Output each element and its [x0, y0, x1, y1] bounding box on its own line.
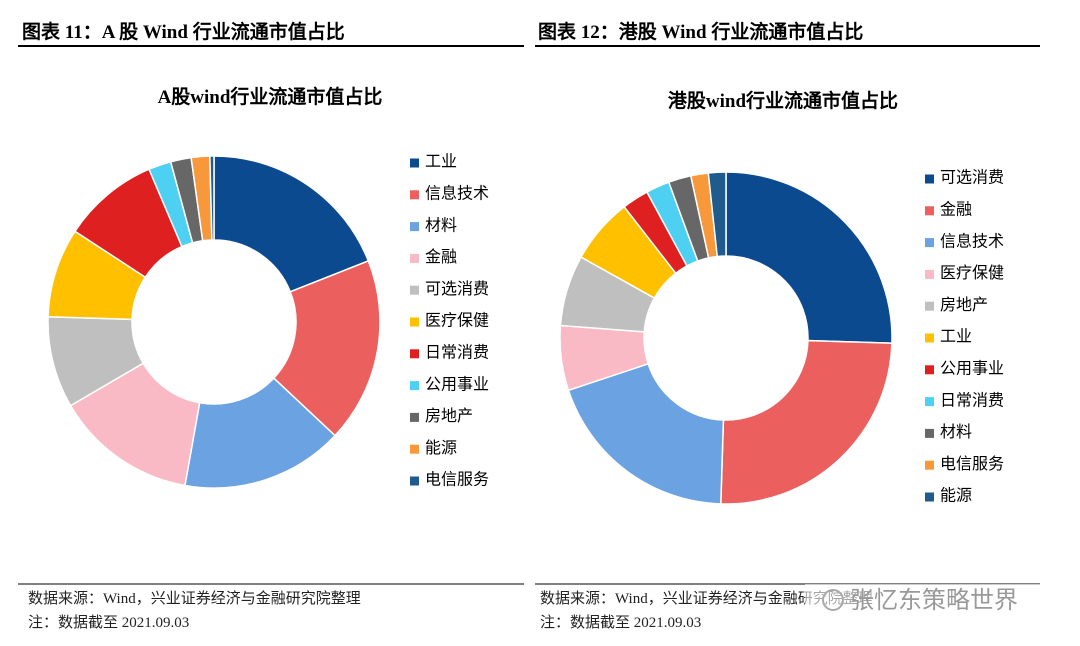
legend-swatch — [925, 492, 934, 502]
chart-title: A股wind行业流通市值占比 — [158, 85, 383, 108]
legend-swatch — [925, 269, 934, 279]
donut-slice — [209, 155, 215, 241]
legend-label: 材料 — [940, 423, 972, 441]
legend-swatch — [925, 365, 934, 375]
legend-swatch — [925, 206, 934, 216]
legend-label: 日常消费 — [425, 343, 489, 361]
legend-label: 公用事业 — [425, 375, 489, 393]
legend-label: 工业 — [940, 328, 972, 346]
legend-label: 医疗保健 — [940, 264, 1004, 282]
legend-label: 能源 — [425, 439, 457, 457]
figure-header: 图表 12：港股 Wind 行业流通市值占比 — [538, 20, 863, 43]
donut-slice — [720, 339, 893, 505]
legend-swatch — [410, 412, 419, 422]
legend-swatch — [925, 238, 934, 248]
legend-label: 日常消费 — [940, 391, 1004, 409]
legend-label: 可选消费 — [940, 169, 1004, 187]
legend-swatch — [410, 190, 419, 200]
chart-title: 港股wind行业流通市值占比 — [668, 89, 898, 112]
legend-swatch — [410, 222, 419, 232]
legend-label: 房地产 — [425, 407, 473, 425]
legend-swatch — [925, 301, 934, 311]
figure-header: 图表 11：A 股 Wind 行业流通市值占比 — [22, 20, 345, 43]
legend-label: 金融 — [425, 248, 457, 266]
legend-swatch — [410, 381, 419, 391]
legend-label: 金融 — [940, 200, 972, 218]
legend-swatch — [410, 476, 419, 486]
legend-swatch — [410, 253, 419, 263]
legend-swatch — [925, 460, 934, 470]
legend-swatch — [410, 349, 419, 359]
legend-swatch — [925, 174, 934, 184]
legend-swatch — [925, 333, 934, 343]
donut-slice — [725, 171, 893, 344]
legend-label: 材料 — [425, 216, 457, 234]
source: 数据来源：Wind，兴业证券经济与金融研究院整理 — [540, 589, 873, 607]
legend-label: 公用事业 — [940, 359, 1004, 377]
legend-swatch — [410, 158, 419, 168]
watermark: 张忆东策略世界 — [850, 586, 1018, 614]
legend-label: 医疗保健 — [425, 312, 489, 330]
legend-label: 可选消费 — [425, 280, 489, 298]
legend-label: 电信服务 — [425, 471, 489, 489]
watermark-bg — [805, 584, 1045, 614]
legend-label: 电信服务 — [940, 455, 1004, 473]
donut-slice — [272, 259, 381, 437]
legend-swatch — [410, 444, 419, 454]
legend-label: 能源 — [940, 487, 972, 505]
legend-swatch — [925, 397, 934, 407]
legend-label: 信息技术 — [940, 232, 1004, 250]
legend-label: 工业 — [425, 153, 457, 171]
note: 注：数据截至 2021.09.03 — [540, 614, 701, 631]
legend-label: 房地产 — [940, 296, 988, 314]
legend-label: 信息技术 — [425, 184, 489, 202]
donut-slice — [567, 362, 725, 505]
donut-slice — [184, 377, 337, 489]
note: 注：数据截至 2021.09.03 — [28, 614, 189, 631]
legend-swatch — [410, 285, 419, 295]
donut-slice — [213, 155, 370, 293]
watermark-icon — [822, 589, 844, 611]
source: 数据来源：Wind，兴业证券经济与金融研究院整理 — [28, 589, 361, 607]
donut-slice — [707, 171, 727, 258]
legend-swatch — [410, 317, 419, 327]
legend-swatch — [925, 428, 934, 438]
